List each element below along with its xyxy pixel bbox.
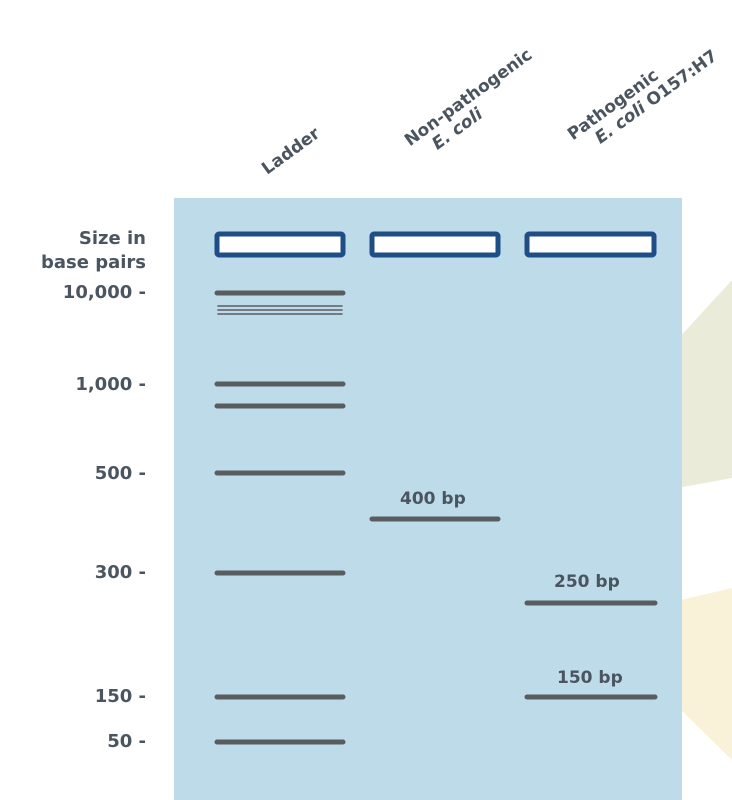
well-nonpathogenic <box>369 231 501 258</box>
band-label-150bp: 150 bp <box>557 668 623 688</box>
band-label-250bp: 250 bp <box>554 572 620 592</box>
callout-lower <box>668 588 732 760</box>
well-ladder <box>214 231 346 258</box>
well-pathogenic <box>524 231 657 258</box>
size-marker-1000: 1,000 - <box>75 374 146 395</box>
band-label-400bp: 400 bp <box>400 489 466 509</box>
size-marker-500: 500 - <box>94 463 146 484</box>
size-marker-50: 50 - <box>107 731 146 752</box>
gel-background <box>174 198 682 800</box>
size-marker-10000: 10,000 - <box>62 282 146 303</box>
size-marker-300: 300 - <box>94 562 146 583</box>
size-marker-150: 150 - <box>94 686 146 707</box>
size-axis-title: Size in base pairs <box>40 228 146 273</box>
